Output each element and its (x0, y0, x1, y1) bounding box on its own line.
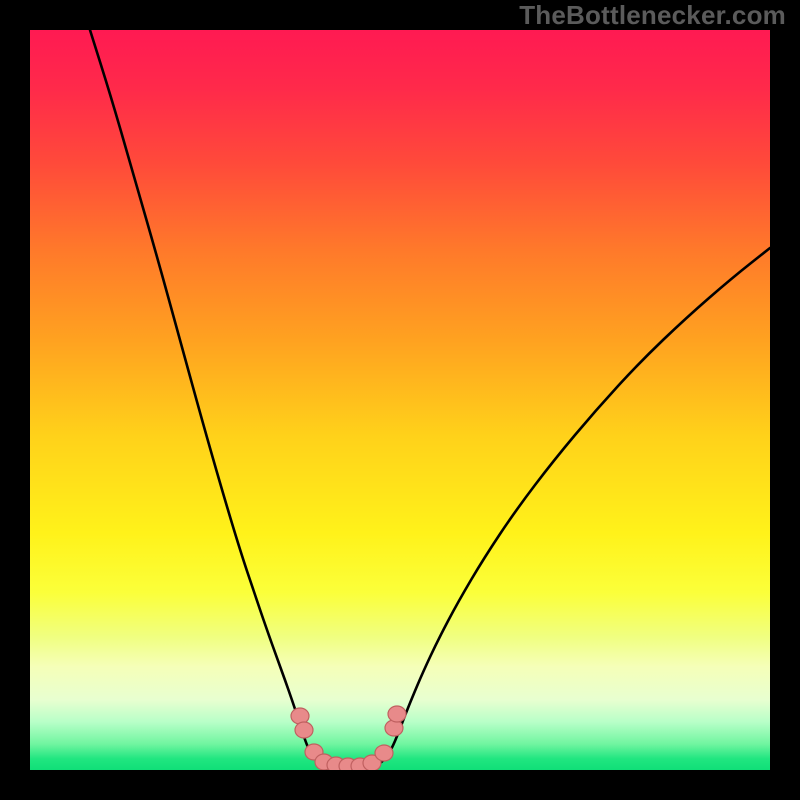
chart-container: TheBottlenecker.com (0, 0, 800, 800)
outer-frame (0, 0, 800, 800)
watermark-text: TheBottlenecker.com (519, 0, 786, 31)
